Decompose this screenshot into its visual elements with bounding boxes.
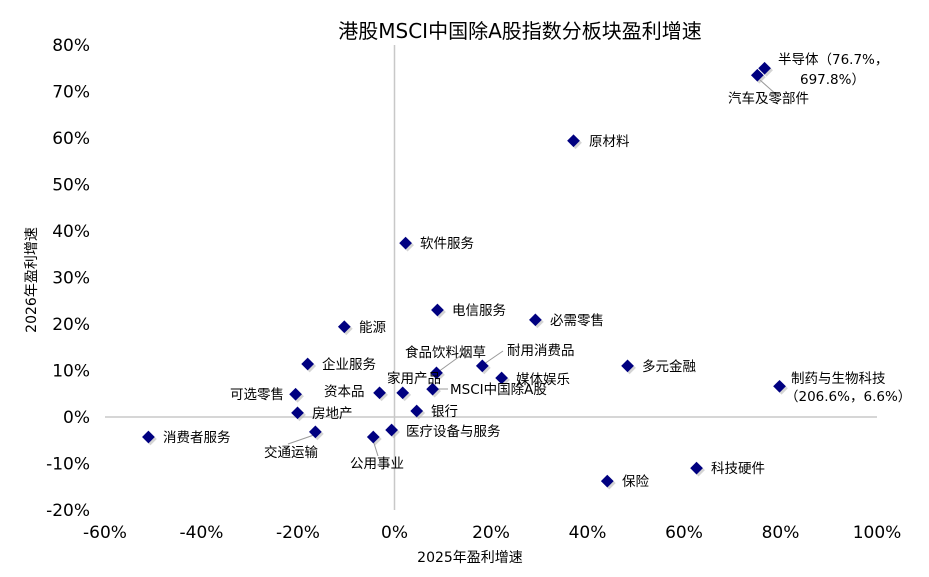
y-tick-label: 20% (52, 315, 90, 335)
x-tick-label: 40% (569, 523, 607, 543)
point-label-values: 697.8%） (800, 72, 865, 88)
x-tick-label: 100% (853, 523, 902, 543)
y-tick-label: 60% (52, 129, 90, 149)
x-tick-label: 0% (381, 523, 408, 543)
point-label: MSCI中国除A股 (450, 382, 547, 398)
data-point (301, 357, 315, 371)
leader-line (437, 350, 468, 373)
y-tick-label: 40% (52, 222, 90, 242)
point-label: 医疗设备与服务 (406, 423, 501, 440)
point-label: 原材料 (589, 134, 630, 150)
data-point (385, 423, 398, 437)
point-label: 半导体（76.7%， (778, 52, 888, 68)
y-tick-label: 0% (63, 408, 90, 428)
point-label: 食品饮料烟草 (405, 344, 486, 361)
point-label: 必需零售 (550, 313, 604, 329)
data-point (495, 371, 508, 385)
data-point (373, 386, 386, 400)
point-label-values: （206.6%，6.6%） (785, 389, 911, 405)
y-tick-label: 10% (52, 362, 90, 382)
point-label: 银行 (431, 404, 458, 420)
data-point (289, 387, 302, 401)
point-label: 能源 (359, 320, 386, 336)
data-point (337, 320, 351, 334)
x-tick-label: 80% (762, 523, 800, 543)
data-point (430, 366, 443, 380)
x-tick-label: 60% (665, 523, 703, 543)
point-label: 企业服务 (322, 356, 376, 373)
x-tick-label: -60% (83, 523, 127, 543)
point-label: 耐用消费品 (507, 343, 575, 359)
point-label: 制药与生物科技 (791, 371, 886, 387)
data-point (396, 386, 410, 400)
point-label: 电信服务 (452, 303, 506, 319)
x-tick-label: 20% (472, 523, 510, 543)
data-point (410, 404, 424, 418)
y-axis-label: 2026年盈利增速 (24, 227, 40, 333)
x-tick-label: -40% (180, 523, 224, 543)
point-label: 媒体娱乐 (516, 372, 570, 388)
chart-title: 港股MSCI中国除A股指数分板块盈利增速 (338, 19, 702, 43)
x-tick-label: -20% (276, 523, 320, 543)
y-tick-label: 70% (52, 83, 90, 103)
y-tick-label: 50% (52, 176, 90, 196)
point-label: 汽车及零部件 (728, 90, 809, 107)
data-point (426, 382, 439, 396)
point-label: 资本品 (324, 384, 365, 400)
point-label: 公用事业 (350, 456, 404, 472)
point-label: 多元金融 (642, 358, 696, 375)
point-label: 保险 (622, 474, 650, 490)
data-point (142, 430, 155, 444)
y-tick-label: -20% (46, 501, 90, 521)
point-label: 软件服务 (420, 236, 474, 252)
point-label: 家用产品 (387, 370, 441, 387)
point-label: 房地产 (312, 406, 353, 422)
point-label: 消费者服务 (163, 430, 231, 446)
data-point (366, 430, 380, 444)
data-point (309, 425, 322, 439)
leader-line (483, 350, 504, 365)
data-point (291, 406, 304, 420)
y-tick-label: -10% (46, 455, 90, 475)
y-tick-label: 80% (52, 36, 90, 56)
data-point (475, 359, 489, 373)
x-axis-label: 2025年盈利增速 (417, 550, 523, 566)
point-label: 交通运输 (264, 444, 318, 461)
leader-line (759, 79, 779, 97)
data-point (431, 303, 444, 317)
leader-line (287, 434, 315, 445)
data-point (399, 236, 412, 250)
point-label: 科技硬件 (711, 461, 765, 477)
point-label: 可选零售 (230, 387, 284, 403)
y-tick-label: 30% (52, 269, 90, 289)
